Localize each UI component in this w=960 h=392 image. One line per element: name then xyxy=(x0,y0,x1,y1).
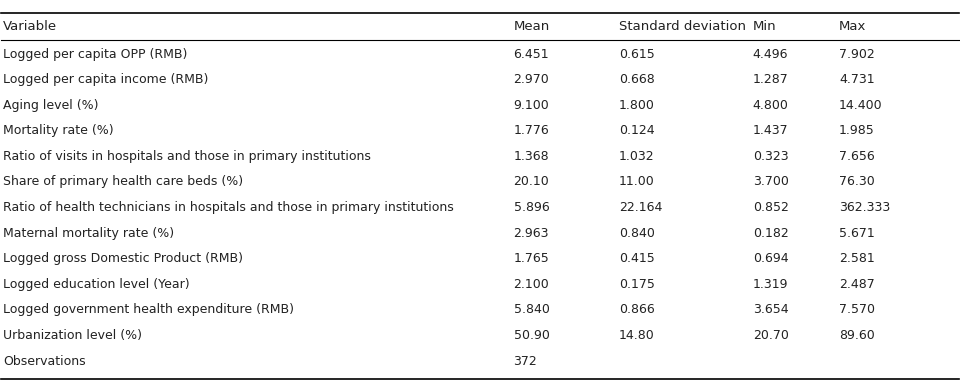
Text: Urbanization level (%): Urbanization level (%) xyxy=(3,329,142,342)
Text: Max: Max xyxy=(839,20,866,33)
Text: 7.570: 7.570 xyxy=(839,303,875,316)
Text: 1.437: 1.437 xyxy=(753,124,788,137)
Text: 2.100: 2.100 xyxy=(514,278,549,291)
Text: 5.671: 5.671 xyxy=(839,227,875,240)
Text: 14.80: 14.80 xyxy=(619,329,655,342)
Text: 22.164: 22.164 xyxy=(619,201,662,214)
Text: 2.963: 2.963 xyxy=(514,227,549,240)
Text: 20.70: 20.70 xyxy=(753,329,789,342)
Text: 2.487: 2.487 xyxy=(839,278,875,291)
Text: 20.10: 20.10 xyxy=(514,176,549,189)
Text: 5.896: 5.896 xyxy=(514,201,549,214)
Text: Mean: Mean xyxy=(514,20,550,33)
Text: 89.60: 89.60 xyxy=(839,329,875,342)
Text: 0.323: 0.323 xyxy=(753,150,788,163)
Text: 1.765: 1.765 xyxy=(514,252,549,265)
Text: Logged per capita income (RMB): Logged per capita income (RMB) xyxy=(3,73,208,86)
Text: 50.90: 50.90 xyxy=(514,329,549,342)
Text: 362.333: 362.333 xyxy=(839,201,890,214)
Text: 0.668: 0.668 xyxy=(619,73,655,86)
Text: 5.840: 5.840 xyxy=(514,303,549,316)
Text: 2.581: 2.581 xyxy=(839,252,875,265)
Text: Logged government health expenditure (RMB): Logged government health expenditure (RM… xyxy=(3,303,295,316)
Text: Logged education level (Year): Logged education level (Year) xyxy=(3,278,190,291)
Text: Standard deviation: Standard deviation xyxy=(619,20,746,33)
Text: Variable: Variable xyxy=(3,20,58,33)
Text: 1.368: 1.368 xyxy=(514,150,549,163)
Text: 14.400: 14.400 xyxy=(839,99,882,112)
Text: Ratio of visits in hospitals and those in primary institutions: Ratio of visits in hospitals and those i… xyxy=(3,150,372,163)
Text: Aging level (%): Aging level (%) xyxy=(3,99,99,112)
Text: 4.496: 4.496 xyxy=(753,47,788,60)
Text: 1.776: 1.776 xyxy=(514,124,549,137)
Text: 3.700: 3.700 xyxy=(753,176,789,189)
Text: 3.654: 3.654 xyxy=(753,303,788,316)
Text: 0.182: 0.182 xyxy=(753,227,788,240)
Text: 1.985: 1.985 xyxy=(839,124,875,137)
Text: 0.866: 0.866 xyxy=(619,303,655,316)
Text: 1.319: 1.319 xyxy=(753,278,788,291)
Text: 76.30: 76.30 xyxy=(839,176,875,189)
Text: 9.100: 9.100 xyxy=(514,99,549,112)
Text: 0.852: 0.852 xyxy=(753,201,789,214)
Text: Ratio of health technicians in hospitals and those in primary institutions: Ratio of health technicians in hospitals… xyxy=(3,201,454,214)
Text: Maternal mortality rate (%): Maternal mortality rate (%) xyxy=(3,227,175,240)
Text: 372: 372 xyxy=(514,354,538,368)
Text: 0.615: 0.615 xyxy=(619,47,655,60)
Text: Logged gross Domestic Product (RMB): Logged gross Domestic Product (RMB) xyxy=(3,252,243,265)
Text: Mortality rate (%): Mortality rate (%) xyxy=(3,124,114,137)
Text: 4.800: 4.800 xyxy=(753,99,789,112)
Text: 0.124: 0.124 xyxy=(619,124,655,137)
Text: Share of primary health care beds (%): Share of primary health care beds (%) xyxy=(3,176,244,189)
Text: 7.656: 7.656 xyxy=(839,150,875,163)
Text: 2.970: 2.970 xyxy=(514,73,549,86)
Text: Logged per capita OPP (RMB): Logged per capita OPP (RMB) xyxy=(3,47,187,60)
Text: 4.731: 4.731 xyxy=(839,73,875,86)
Text: 0.840: 0.840 xyxy=(619,227,655,240)
Text: 1.800: 1.800 xyxy=(619,99,655,112)
Text: 1.032: 1.032 xyxy=(619,150,655,163)
Text: 0.694: 0.694 xyxy=(753,252,788,265)
Text: 7.902: 7.902 xyxy=(839,47,875,60)
Text: 0.175: 0.175 xyxy=(619,278,655,291)
Text: 6.451: 6.451 xyxy=(514,47,549,60)
Text: 11.00: 11.00 xyxy=(619,176,655,189)
Text: Min: Min xyxy=(753,20,777,33)
Text: Observations: Observations xyxy=(3,354,86,368)
Text: 0.415: 0.415 xyxy=(619,252,655,265)
Text: 1.287: 1.287 xyxy=(753,73,788,86)
